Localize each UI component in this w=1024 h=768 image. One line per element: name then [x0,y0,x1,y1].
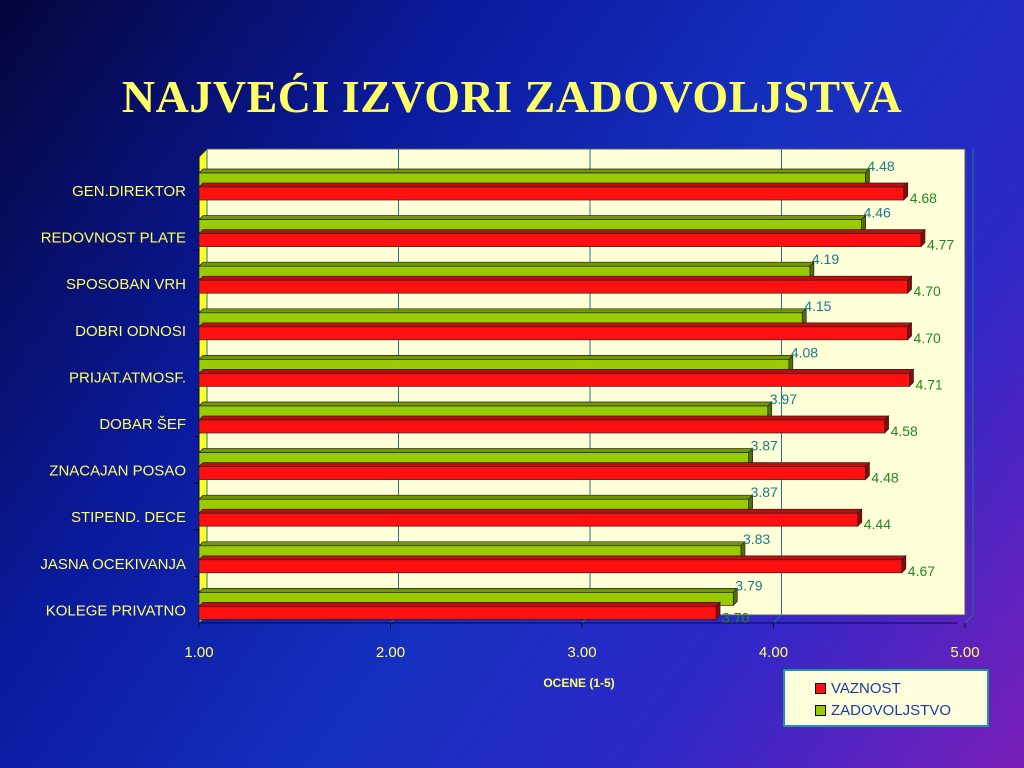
category-label: STIPEND. DECE [71,509,186,526]
bar-vaznost-top [198,415,890,421]
bar-vaznost-top [198,275,913,281]
x-axis-title: OCENE (1-5) [543,676,614,690]
bar-vaznost [198,233,922,247]
category-label: REDOVNOST PLATE [41,230,186,247]
legend-label-vaznost: VAZNOST [831,679,901,697]
data-label-zadovoljstvo: 4.15 [804,298,831,314]
legend-label-zadovoljstvo: ZADOVOLJSTVO [831,701,952,719]
data-label-zadovoljstvo: 4.46 [864,205,891,221]
x-tick-label: 3.00 [567,644,596,661]
data-label-vaznost: 4.68 [910,190,937,206]
bar-vaznost [198,279,908,294]
gridline-floor [773,614,782,624]
bar-vaznost [198,373,910,387]
x-tick-label: 5.00 [950,644,979,661]
bar-zadovoljstvo-top [198,168,871,174]
data-label-vaznost: 4.70 [914,283,941,299]
bar-zadovoljstvo-top [198,494,754,500]
data-label-zadovoljstvo: 4.08 [791,344,818,360]
data-label-vaznost: 4.67 [908,563,935,579]
bar-vaznost [198,559,903,574]
bar-zadovoljstvo-top [198,541,746,547]
data-label-zadovoljstvo: 3.87 [751,438,778,454]
bar-vaznost-top [198,508,863,514]
x-tick-label: 1.00 [184,644,213,661]
legend-item-vaznost: VAZNOST [815,677,987,699]
bar-vaznost [198,419,885,434]
data-label-vaznost: 4.48 [871,470,898,486]
legend-item-zadovoljstvo: ZADOVOLJSTVO [815,699,987,721]
bar-vaznost [198,326,908,341]
category-label: JASNA OCEKIVANJA [40,556,186,573]
bar-zadovoljstvo-top [198,261,815,267]
bar-vaznost-top [198,602,721,607]
bar-zadovoljstvo-top [198,215,867,220]
data-label-zadovoljstvo: 3.97 [770,391,797,407]
bar-vaznost [198,466,866,480]
bar-zadovoljstvo-top [198,401,773,407]
bar-zadovoljstvo-top [198,355,794,360]
bar-vaznost-top [198,182,909,188]
category-label: ZNACAJAN POSAO [49,463,186,480]
data-label-vaznost: 4.70 [914,330,941,346]
category-label: SPOSOBAN VRH [66,276,186,293]
data-label-vaznost: 4.71 [915,376,942,392]
data-label-zadovoljstvo: 4.19 [812,251,839,267]
data-label-zadovoljstvo: 3.79 [735,577,762,593]
bar-zadovoljstvo-top [198,588,739,593]
bar-vaznost-top [198,555,907,561]
legend-swatch-zadovoljstvo [815,704,826,716]
bar-zadovoljstvo-top [198,308,808,314]
gridline-floor [964,614,974,624]
data-label-vaznost: 4.77 [927,237,954,253]
category-label: GEN.DIREKTOR [72,183,186,200]
bar-vaznost [198,186,905,201]
data-label-zadovoljstvo: 3.87 [751,484,778,500]
data-label-zadovoljstvo: 3.83 [743,531,770,547]
category-label: DOBRI ODNOSI [75,323,186,340]
bar-zadovoljstvo-top [198,448,754,453]
x-tick-label: 2.00 [376,644,405,661]
data-label-vaznost: 4.58 [891,423,918,439]
bar-vaznost [198,606,717,620]
data-label-vaznost: 3.70 [722,609,749,625]
data-label-zadovoljstvo: 4.48 [867,158,894,174]
bar-vaznost-top [198,322,913,328]
bar-vaznost [198,512,859,527]
x-tick-label: 4.00 [759,644,788,661]
slide-title: NAJVEĆI IZVORI ZADOVOLJSTVA [121,71,903,122]
bar-vaznost-top [198,369,915,374]
bar-vaznost-top [198,462,871,467]
category-label: DOBAR ŠEF [99,416,186,433]
category-label: PRIJAT.ATMOSF. [69,369,186,386]
data-label-vaznost: 4.44 [864,516,891,532]
bar-vaznost-top [198,229,926,234]
legend: VAZNOST ZADOVOLJSTVO [783,669,989,727]
legend-swatch-vaznost [815,682,826,694]
category-label: KOLEGE PRIVATNO [46,602,186,619]
